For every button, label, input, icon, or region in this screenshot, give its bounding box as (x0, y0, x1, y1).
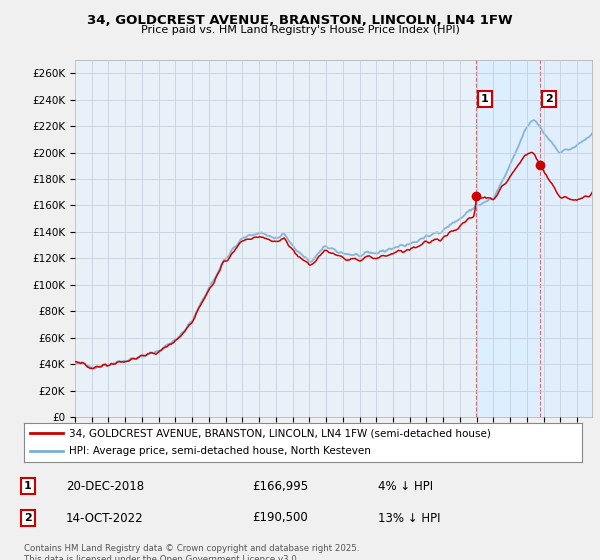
Bar (476, 60, 540, 417)
Text: 34, GOLDCREST AVENUE, BRANSTON, LINCOLN, LN4 1FW (semi-detached house): 34, GOLDCREST AVENUE, BRANSTON, LINCOLN,… (68, 428, 491, 438)
Text: 20-DEC-2018: 20-DEC-2018 (66, 479, 144, 493)
Text: 2: 2 (545, 94, 553, 104)
Text: Contains HM Land Registry data © Crown copyright and database right 2025.
This d: Contains HM Land Registry data © Crown c… (24, 544, 359, 560)
Text: 2: 2 (24, 513, 32, 523)
Text: Price paid vs. HM Land Registry's House Price Index (HPI): Price paid vs. HM Land Registry's House … (140, 25, 460, 35)
Bar (540, 60, 600, 417)
Text: 1: 1 (481, 94, 489, 104)
Text: 4% ↓ HPI: 4% ↓ HPI (378, 479, 433, 493)
Text: HPI: Average price, semi-detached house, North Kesteven: HPI: Average price, semi-detached house,… (68, 446, 371, 456)
Text: 1: 1 (24, 481, 32, 491)
Text: 34, GOLDCREST AVENUE, BRANSTON, LINCOLN, LN4 1FW: 34, GOLDCREST AVENUE, BRANSTON, LINCOLN,… (87, 14, 513, 27)
Text: 13% ↓ HPI: 13% ↓ HPI (378, 511, 440, 525)
Text: £190,500: £190,500 (252, 511, 308, 525)
Text: 14-OCT-2022: 14-OCT-2022 (66, 511, 143, 525)
Text: £166,995: £166,995 (252, 479, 308, 493)
